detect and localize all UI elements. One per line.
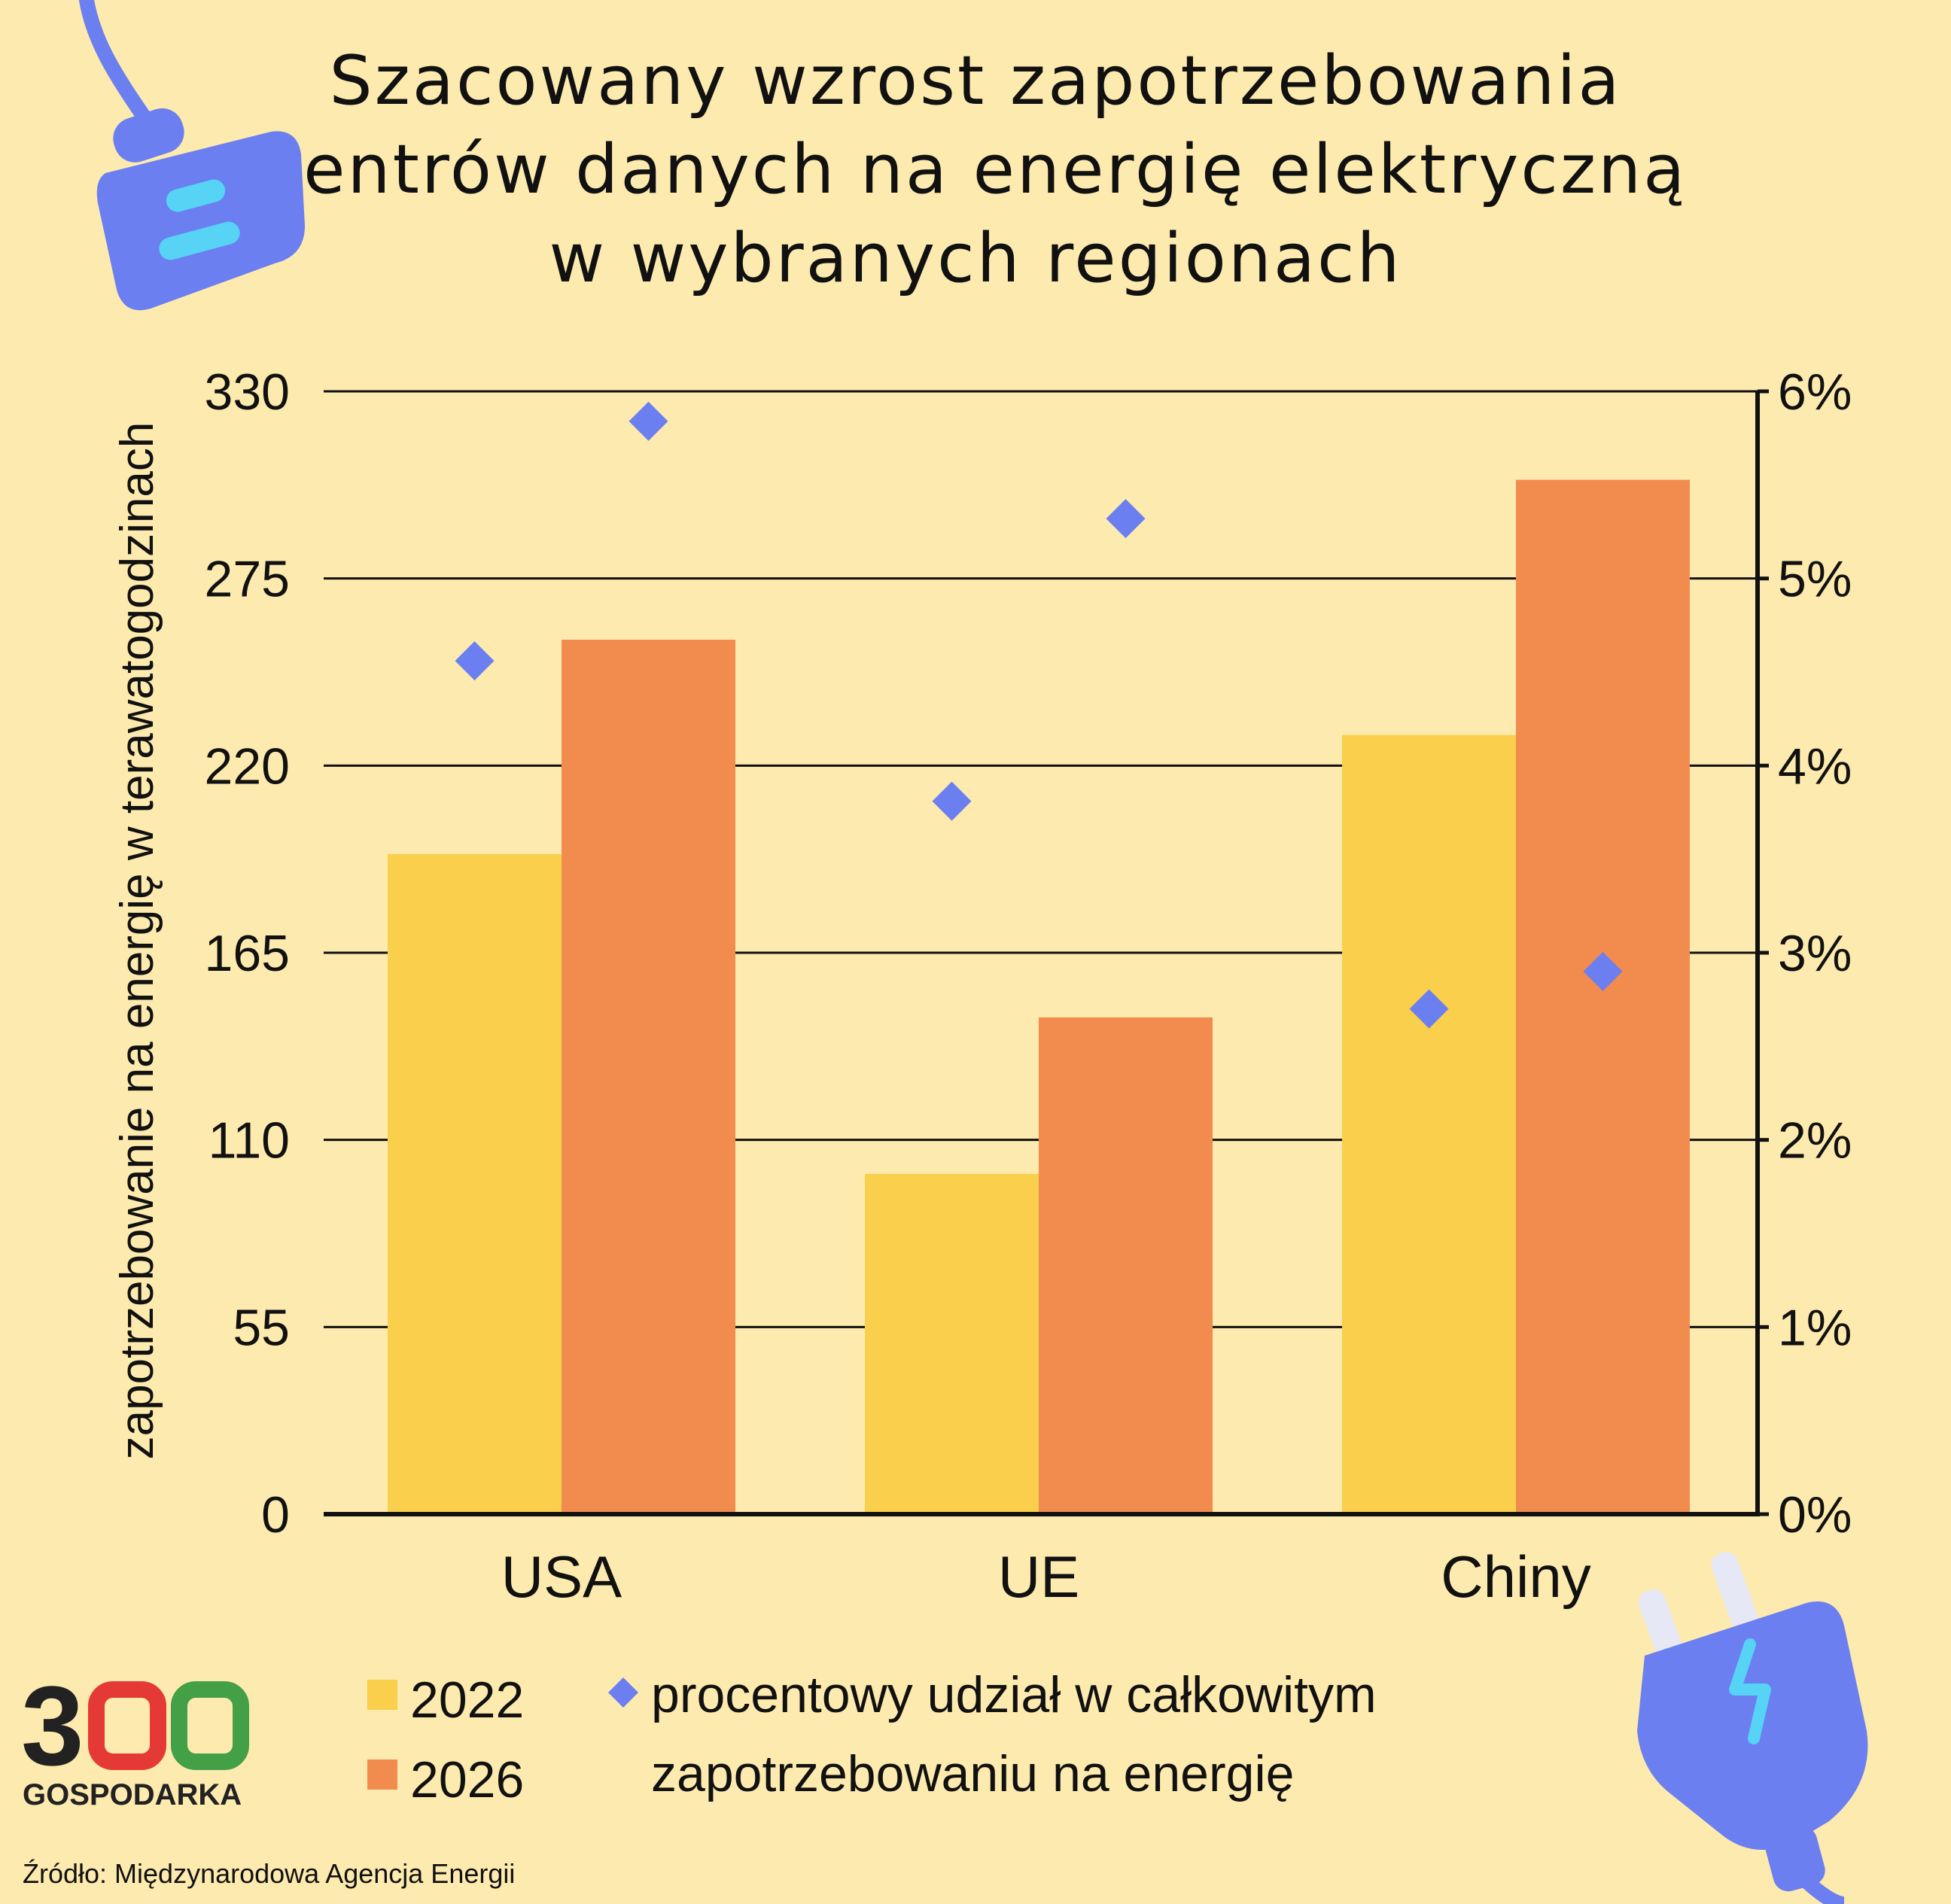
pct-marker-USA-2022 xyxy=(455,641,495,681)
y-tick-label: 330 xyxy=(205,363,290,421)
y-tick-label: 165 xyxy=(205,925,290,982)
y2-tick-label: 3% xyxy=(1778,925,1852,982)
bar-UE-2022 xyxy=(865,1173,1039,1514)
y2-tick-label: 5% xyxy=(1778,551,1852,608)
pct-marker-USA-2026 xyxy=(629,401,668,441)
logo-zero-green xyxy=(171,1681,249,1770)
y2-tick-label: 6% xyxy=(1778,363,1852,421)
logo-word: GOSPODARKA xyxy=(23,1778,242,1811)
legend-marker-label-line-1: procentowy udział w całkowitym xyxy=(651,1666,1377,1723)
legend-marker-label-line-2: zapotrzebowaniu na energię xyxy=(651,1745,1294,1802)
y2-tick-label: 1% xyxy=(1778,1299,1852,1356)
pct-marker-UE-2022 xyxy=(932,781,972,821)
y-tick-label: 275 xyxy=(205,551,290,608)
y-axis-label: zapotrzebowanie na energię w terawatogod… xyxy=(111,422,163,1460)
y2-tick-label: 0% xyxy=(1778,1486,1852,1544)
bar-Chiny-2022 xyxy=(1342,735,1516,1515)
x-category-label: UE xyxy=(998,1544,1079,1610)
pct-marker-Chiny-2022 xyxy=(1409,989,1449,1029)
logo: 3 GOSPODARKA xyxy=(21,1662,249,1811)
y-tick-label: 55 xyxy=(233,1299,290,1356)
chart-title-line-3: w wybranych regionach xyxy=(549,219,1402,298)
y2-tick-label: 4% xyxy=(1778,738,1852,795)
bar-USA-2026 xyxy=(562,640,735,1514)
bar-UE-2026 xyxy=(1039,1017,1213,1514)
legend-swatch-2026 xyxy=(367,1760,397,1790)
source-note: Źródło: Międzynarodowa Agencja Energii xyxy=(23,1858,515,1889)
pct-marker-UE-2026 xyxy=(1106,499,1146,539)
pct-marker-Chiny-2026 xyxy=(1583,951,1623,991)
chart-title-line-1: Szacowany wzrost zapotrzebowania xyxy=(329,41,1622,120)
logo-digit-3: 3 xyxy=(21,1662,84,1789)
y-tick-label: 0 xyxy=(261,1486,290,1544)
legend-label-2022: 2022 xyxy=(410,1671,524,1729)
legend-label-2026: 2026 xyxy=(410,1751,524,1808)
x-category-label: USA xyxy=(501,1544,622,1610)
plug-socket-icon xyxy=(79,0,305,311)
electric-plug-icon xyxy=(1637,1552,1868,1904)
legend-swatch-2022 xyxy=(367,1680,397,1710)
x-category-label: Chiny xyxy=(1441,1544,1590,1610)
y2-tick-label: 2% xyxy=(1778,1112,1852,1169)
legend-diamond-marker xyxy=(608,1677,638,1708)
y-tick-label: 220 xyxy=(205,738,290,795)
y-tick-label: 110 xyxy=(208,1112,290,1169)
bar-Chiny-2026 xyxy=(1516,479,1690,1514)
bar-USA-2022 xyxy=(388,853,562,1514)
chart-title-line-2: centrów danych na energię elektryczną xyxy=(263,130,1688,209)
logo-zero-red xyxy=(88,1681,166,1770)
